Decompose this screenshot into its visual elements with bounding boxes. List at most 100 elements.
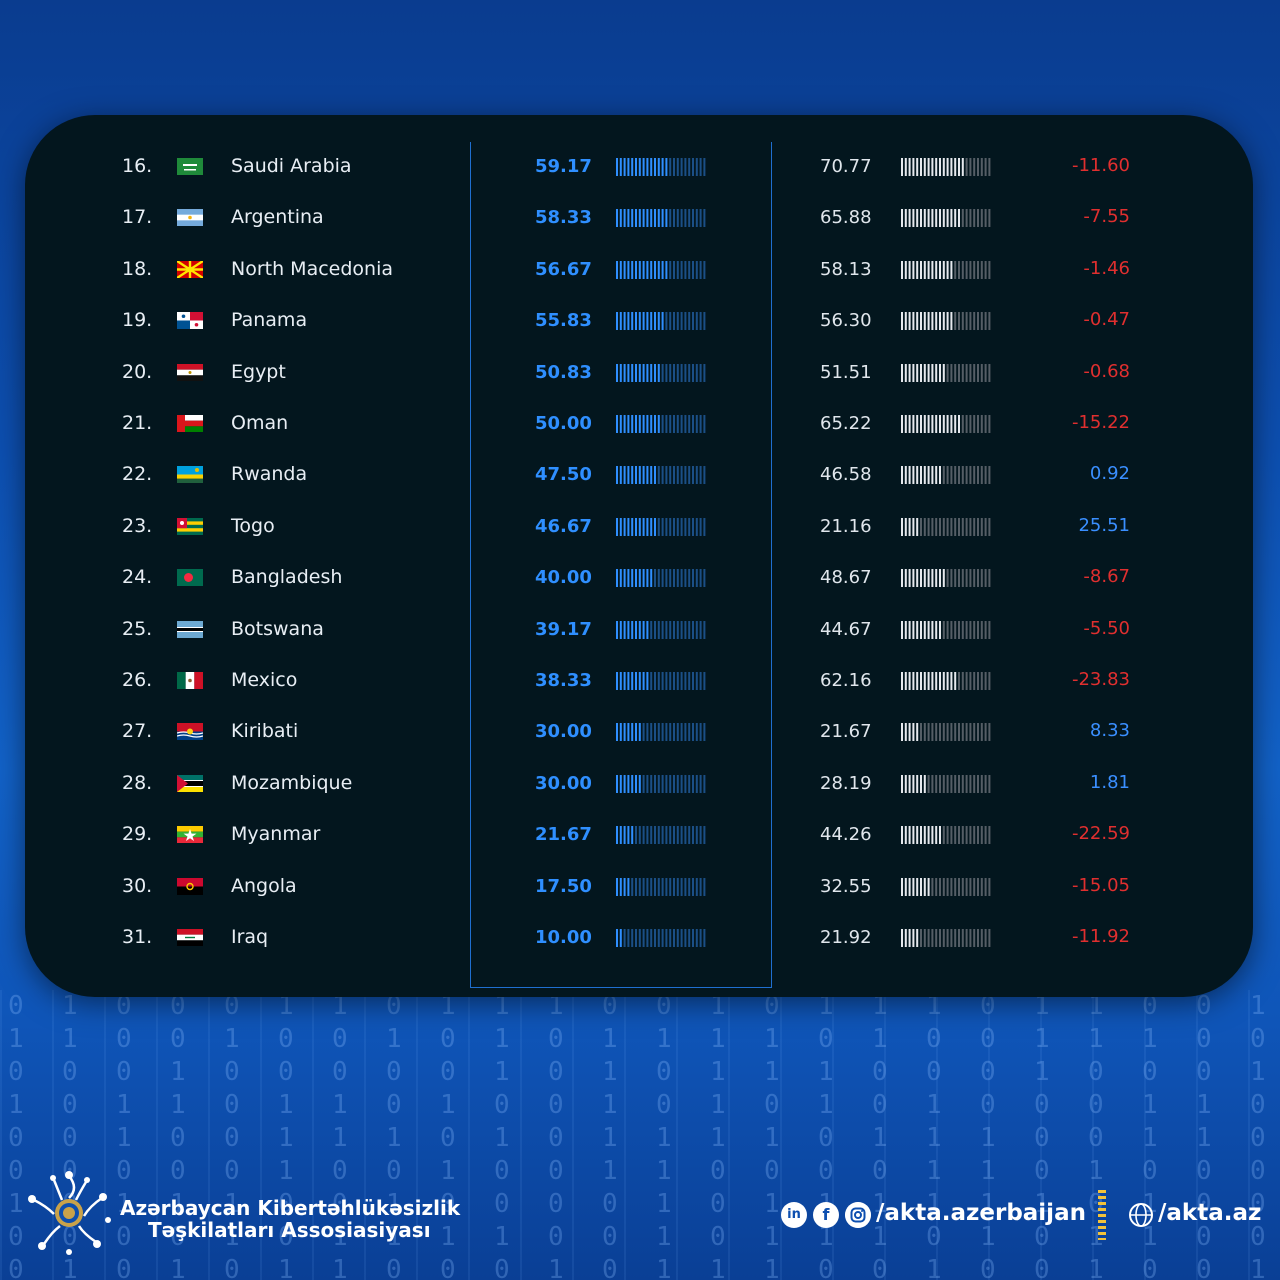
facebook-icon[interactable]: f xyxy=(813,1202,839,1228)
bar-tick-filled xyxy=(904,517,907,536)
rank-number: 17. xyxy=(122,206,153,229)
bar-tick-empty xyxy=(699,877,702,896)
bar-tick-empty xyxy=(980,672,983,690)
bar-tick-filled xyxy=(920,209,922,228)
bar-tick-empty xyxy=(661,466,664,485)
bar-tick-filled xyxy=(920,620,922,639)
bar-tick-filled xyxy=(619,415,622,433)
bar-tick-empty xyxy=(654,877,656,896)
bar-tick-filled xyxy=(635,363,637,382)
instagram-icon[interactable] xyxy=(845,1202,871,1228)
bar-tick-filled xyxy=(638,158,641,176)
bar-tick-filled xyxy=(923,260,926,279)
bar-tick-empty xyxy=(923,723,926,742)
bar-tick-empty xyxy=(703,466,706,485)
score-2023: 48.67 xyxy=(820,567,872,589)
score-2023: 70.77 xyxy=(820,156,872,177)
bar-tick-empty xyxy=(669,260,672,279)
bar-tick-filled xyxy=(901,774,903,793)
bar-tick-filled xyxy=(623,312,626,331)
bar-tick-filled xyxy=(650,209,653,228)
bar-tick-empty xyxy=(695,672,698,690)
bar-tick-filled xyxy=(635,620,637,639)
bar-tick-empty xyxy=(657,466,660,485)
country-name: Bangladesh xyxy=(231,566,343,589)
rank-number: 26. xyxy=(122,669,153,691)
score-2023: 65.88 xyxy=(820,207,872,229)
score-2024-bar xyxy=(616,877,706,896)
bar-tick-empty xyxy=(950,877,953,896)
bar-tick-empty xyxy=(657,929,660,947)
website-link[interactable]: /akta.az xyxy=(1158,1200,1262,1226)
bar-tick-filled xyxy=(923,620,926,639)
bar-tick-empty xyxy=(961,415,964,433)
flag-argentina-icon xyxy=(177,209,203,227)
bar-tick-filled xyxy=(627,363,630,382)
bar-tick-filled xyxy=(661,209,664,228)
binary-column: 1 0 0 1 1 1 1 0 1 xyxy=(926,991,942,1280)
bar-tick-empty xyxy=(984,312,987,331)
bar-tick-filled xyxy=(931,260,934,279)
score-2024-bar xyxy=(616,209,706,228)
bar-tick-filled xyxy=(635,312,637,331)
bar-tick-empty xyxy=(665,517,668,536)
bar-tick-filled xyxy=(939,672,941,690)
bar-tick-empty xyxy=(950,774,953,793)
bar-tick-empty xyxy=(980,415,983,433)
bar-tick-empty xyxy=(680,672,683,690)
bar-tick-empty xyxy=(923,517,926,536)
bar-tick-empty xyxy=(673,929,675,947)
bar-tick-filled xyxy=(946,158,949,176)
bar-tick-filled xyxy=(619,620,622,639)
bar-tick-filled xyxy=(635,158,637,176)
bar-tick-empty xyxy=(988,363,991,382)
bar-tick-filled xyxy=(927,363,930,382)
bar-tick-empty xyxy=(676,569,679,588)
social-handle[interactable]: /akta.azerbaijan xyxy=(876,1200,1086,1226)
bar-tick-filled xyxy=(931,466,934,485)
bar-tick-empty xyxy=(684,877,687,896)
bar-tick-empty xyxy=(692,260,694,279)
bar-tick-empty xyxy=(969,415,972,433)
bar-tick-empty xyxy=(695,517,698,536)
bar-tick-filled xyxy=(920,363,922,382)
bar-tick-filled xyxy=(908,466,911,485)
bar-tick-empty xyxy=(692,620,694,639)
bar-tick-empty xyxy=(654,569,656,588)
bar-tick-filled xyxy=(619,929,622,947)
score-difference: -0.47 xyxy=(1083,309,1130,331)
bar-tick-filled xyxy=(646,260,649,279)
bar-tick-filled xyxy=(904,569,907,588)
bar-tick-filled xyxy=(923,569,926,588)
bar-tick-empty xyxy=(939,929,941,947)
bar-tick-filled xyxy=(627,877,630,896)
bar-tick-filled xyxy=(642,158,645,176)
bar-tick-filled xyxy=(923,209,926,228)
bar-tick-filled xyxy=(616,929,618,947)
bar-tick-filled xyxy=(904,466,907,485)
bar-tick-empty xyxy=(642,877,645,896)
bar-tick-empty xyxy=(958,774,960,793)
rank-number: 29. xyxy=(122,823,153,846)
bar-tick-filled xyxy=(661,260,664,279)
flag-mozambique-icon xyxy=(177,774,203,792)
bar-tick-empty xyxy=(650,929,653,947)
bar-tick-filled xyxy=(635,569,637,588)
bar-tick-filled xyxy=(901,723,903,742)
bar-tick-filled xyxy=(950,158,953,176)
country-name: Myanmar xyxy=(231,823,321,846)
bar-tick-empty xyxy=(688,877,691,896)
binary-column: 0 0 1 1 0 0 1 0 1 xyxy=(170,991,186,1280)
bar-tick-empty xyxy=(984,158,987,176)
bar-tick-filled xyxy=(657,363,660,382)
bar-tick-filled xyxy=(635,774,637,793)
bar-tick-filled xyxy=(908,569,911,588)
binary-column: 0 1 0 1 0 0 1 0 0 xyxy=(8,991,24,1280)
score-2024-bar xyxy=(616,517,706,536)
bar-tick-empty xyxy=(638,877,641,896)
bar-tick-empty xyxy=(642,826,645,845)
bar-tick-empty xyxy=(692,363,694,382)
bar-tick-filled xyxy=(954,209,957,228)
linkedin-icon[interactable]: in xyxy=(781,1202,807,1228)
binary-column: 1 1 1 0 1 0 0 1 0 xyxy=(494,991,510,1280)
